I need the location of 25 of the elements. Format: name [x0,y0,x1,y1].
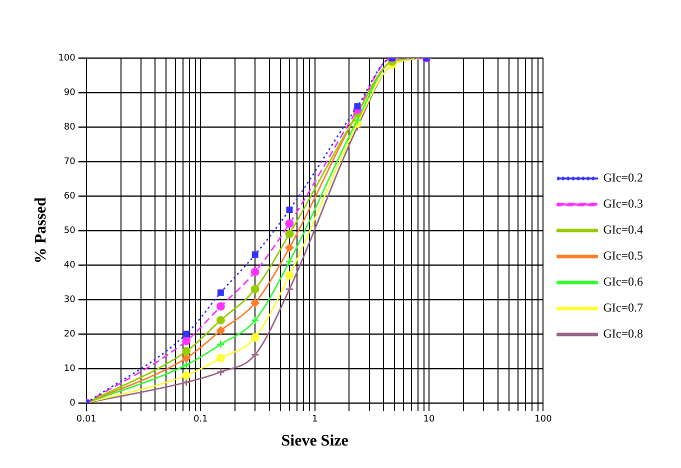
legend-label: GIc=0.2 [603,170,644,185]
y-tick-label: 0 [70,398,76,408]
y-axis-title: % Passed [32,197,50,264]
x-tick-label: 100 [534,414,552,425]
x-axis-title: Sieve Size [281,432,348,450]
legend-label: GIc=0.7 [603,300,644,315]
y-tick-label: 100 [58,53,76,64]
y-tick-label: 10 [64,364,76,374]
y-tick-label: 50 [64,226,76,236]
legend-label: GIc=0.8 [603,326,644,341]
legend-label: GIc=0.4 [603,222,644,237]
x-tick-label: 0.1 [193,414,208,425]
y-tick-label: 80 [64,122,76,132]
y-tick-label: 60 [64,191,76,202]
y-tick-label: 20 [64,329,76,340]
x-tick-label: 1 [312,414,318,425]
y-tick-label: 90 [64,88,76,98]
legend-label: GIc=0.3 [603,196,644,211]
legend-label: GIc=0.6 [603,274,644,289]
x-tick-label: 10 [423,414,436,425]
x-tick-label: 0.01 [76,414,96,425]
y-tick-label: 30 [64,294,76,305]
y-tick-label: 70 [64,156,76,167]
y-tick-label: 40 [64,260,76,270]
legend-label: GIc=0.5 [603,248,644,263]
